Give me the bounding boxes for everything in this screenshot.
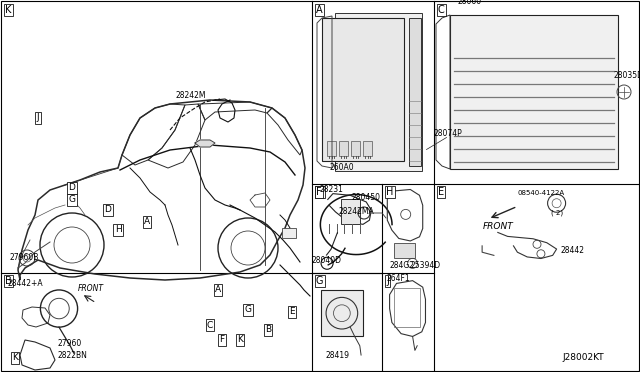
Text: FRONT: FRONT	[77, 283, 104, 293]
Text: 27960B: 27960B	[10, 253, 40, 263]
Text: 28074P: 28074P	[434, 129, 463, 138]
Text: K: K	[237, 336, 243, 344]
Text: 28442+A: 28442+A	[7, 279, 43, 288]
Text: H: H	[386, 187, 394, 197]
Text: 284G2: 284G2	[390, 262, 415, 270]
Bar	[335, 13, 422, 171]
Text: B: B	[265, 326, 271, 334]
Text: B: B	[5, 276, 12, 286]
Text: J: J	[36, 113, 39, 122]
Text: C: C	[438, 5, 445, 15]
Text: K: K	[12, 353, 18, 362]
Text: 08540-4122A: 08540-4122A	[517, 190, 564, 196]
Text: A: A	[215, 285, 221, 295]
Text: D: D	[68, 183, 76, 192]
Text: 28040D: 28040D	[312, 256, 342, 264]
Text: 28242M: 28242M	[175, 90, 205, 99]
Text: D: D	[316, 187, 324, 197]
Bar	[339, 141, 348, 156]
Text: 28442: 28442	[561, 246, 584, 255]
Bar	[363, 141, 372, 156]
Text: 25394D: 25394D	[410, 262, 440, 270]
Text: 28419: 28419	[325, 350, 349, 360]
Text: F: F	[316, 187, 322, 197]
Text: 28231: 28231	[319, 185, 343, 194]
Text: 27960: 27960	[57, 339, 81, 347]
Text: G: G	[316, 276, 323, 286]
Bar	[450, 15, 618, 169]
Text: FRONT: FRONT	[483, 222, 513, 231]
Text: C: C	[207, 321, 213, 330]
Text: 28242MA: 28242MA	[339, 206, 374, 216]
Text: E: E	[438, 187, 444, 197]
Text: E: E	[289, 308, 295, 317]
Bar	[282, 228, 296, 238]
Text: 2822BN: 2822BN	[57, 350, 87, 359]
Text: A: A	[316, 5, 323, 15]
Text: G: G	[68, 196, 76, 205]
Text: 28035D: 28035D	[614, 71, 640, 80]
Bar	[394, 288, 419, 327]
Bar	[327, 141, 336, 156]
Text: A: A	[215, 285, 221, 295]
Text: 264F1: 264F1	[387, 274, 411, 283]
Polygon shape	[195, 140, 215, 147]
Text: J28002KT: J28002KT	[562, 353, 604, 362]
Text: G: G	[244, 305, 252, 314]
Text: H: H	[115, 225, 122, 234]
Text: D: D	[104, 205, 111, 215]
Text: 260A0: 260A0	[329, 164, 354, 173]
Bar	[409, 18, 421, 166]
Bar	[394, 243, 415, 257]
Bar	[351, 141, 360, 156]
Text: ( 2): ( 2)	[550, 209, 563, 216]
Bar	[322, 18, 404, 161]
Bar	[321, 290, 363, 336]
Text: 28060: 28060	[458, 0, 482, 6]
Bar	[340, 199, 360, 224]
Text: J: J	[386, 276, 389, 286]
Text: 280450: 280450	[352, 193, 381, 202]
Text: F: F	[220, 336, 225, 344]
Text: A: A	[144, 218, 150, 227]
Text: K: K	[5, 5, 12, 15]
